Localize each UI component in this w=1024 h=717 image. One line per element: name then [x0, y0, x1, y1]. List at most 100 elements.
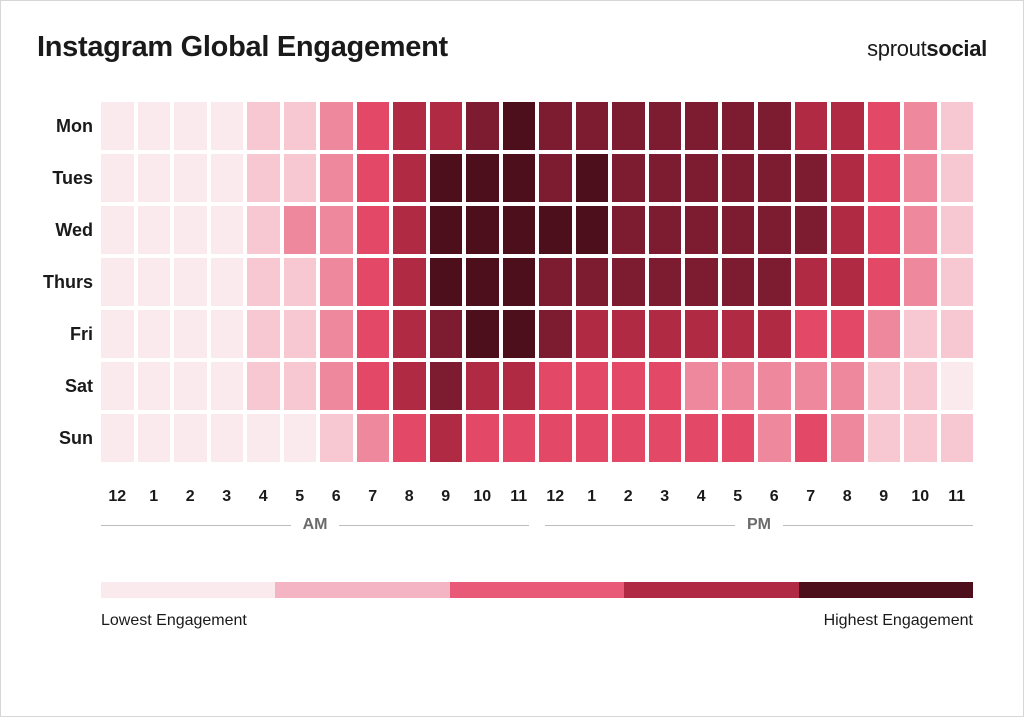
heatmap-cell: [612, 414, 645, 462]
heatmap-cell: [758, 414, 791, 462]
heatmap-cell: [795, 414, 828, 462]
heatmap-cell: [320, 102, 353, 150]
heatmap-cell: [685, 258, 718, 306]
heatmap-cell: [758, 154, 791, 202]
heatmap-cell: [904, 362, 937, 410]
heatmap-cell: [904, 206, 937, 254]
heatmap-row: Tues: [101, 154, 973, 202]
heatmap-cell: [466, 258, 499, 306]
heatmap-cell: [539, 102, 572, 150]
heatmap-cell: [138, 414, 171, 462]
heatmap-cell: [904, 310, 937, 358]
heatmap-cell: [284, 102, 317, 150]
heatmap-cell: [393, 102, 426, 150]
heatmap-row-cells: [101, 362, 973, 410]
period-line: [101, 525, 291, 526]
heatmap-cell: [831, 414, 864, 462]
hour-label: 2: [612, 488, 645, 506]
heatmap-cell: [430, 258, 463, 306]
heatmap-cell: [430, 154, 463, 202]
heatmap-cell: [831, 206, 864, 254]
heatmap-cell: [539, 258, 572, 306]
hour-label: 3: [211, 488, 244, 506]
period-label-pm: PM: [747, 516, 771, 534]
heatmap-cell: [357, 362, 390, 410]
heatmap-cell: [685, 102, 718, 150]
heatmap-cell: [284, 206, 317, 254]
heatmap-cell: [284, 310, 317, 358]
heatmap-cell: [211, 414, 244, 462]
heatmap-cell: [211, 362, 244, 410]
heatmap-cell: [393, 154, 426, 202]
heatmap-cell: [138, 258, 171, 306]
heatmap-cell: [722, 154, 755, 202]
heatmap-cell: [722, 414, 755, 462]
hour-label: 7: [357, 488, 390, 506]
heatmap-cell: [503, 414, 536, 462]
hour-label: 5: [722, 488, 755, 506]
heatmap-cell: [722, 206, 755, 254]
day-label: Mon: [31, 116, 93, 137]
heatmap-cell: [795, 206, 828, 254]
brand-logo: sproutsocial: [867, 36, 987, 62]
heatmap-cell: [758, 102, 791, 150]
period-pm: PM: [545, 516, 973, 534]
heatmap-row-cells: [101, 258, 973, 306]
heatmap-cell: [101, 206, 134, 254]
heatmap-cell: [138, 362, 171, 410]
heatmap-cell: [211, 154, 244, 202]
heatmap-row: Mon: [101, 102, 973, 150]
heatmap-cell: [904, 258, 937, 306]
heatmap-cell: [831, 310, 864, 358]
heatmap-cell: [466, 310, 499, 358]
heatmap-cell: [868, 414, 901, 462]
legend-low-label: Lowest Engagement: [101, 612, 247, 630]
legend-segment: [799, 582, 973, 598]
heatmap-cell: [722, 310, 755, 358]
period-line: [339, 525, 529, 526]
hour-label: 10: [466, 488, 499, 506]
heatmap-cell: [685, 154, 718, 202]
heatmap-cell: [357, 154, 390, 202]
heatmap-cell: [247, 154, 280, 202]
heatmap-row-cells: [101, 102, 973, 150]
heatmap-cell: [503, 258, 536, 306]
heatmap-rows: MonTuesWedThursFriSatSun: [101, 102, 973, 462]
heatmap-cell: [430, 206, 463, 254]
day-label: Wed: [31, 220, 93, 241]
legend-bar: [101, 582, 973, 598]
heatmap-cell: [941, 102, 974, 150]
heatmap-cell: [685, 362, 718, 410]
heatmap-cell: [831, 258, 864, 306]
period-label-am: AM: [303, 516, 328, 534]
heatmap-row: Wed: [101, 206, 973, 254]
heatmap-cell: [649, 154, 682, 202]
heatmap-cell: [576, 414, 609, 462]
heatmap-cell: [430, 362, 463, 410]
heatmap-cell: [393, 414, 426, 462]
heatmap-cell: [466, 206, 499, 254]
heatmap-cell: [284, 154, 317, 202]
heatmap-cell: [941, 206, 974, 254]
chart-card: Instagram Global Engagement sproutsocial…: [0, 0, 1024, 717]
heatmap-cell: [795, 258, 828, 306]
heatmap-cell: [576, 102, 609, 150]
heatmap-cell: [685, 206, 718, 254]
heatmap-cell: [722, 102, 755, 150]
hour-label: 10: [904, 488, 937, 506]
heatmap-cell: [320, 206, 353, 254]
heatmap-row-cells: [101, 414, 973, 462]
heatmap-cell: [174, 414, 207, 462]
heatmap-cell: [357, 310, 390, 358]
heatmap-cell: [758, 206, 791, 254]
heatmap-cell: [685, 310, 718, 358]
hour-label: 8: [393, 488, 426, 506]
legend-segment: [275, 582, 449, 598]
heatmap-cell: [247, 362, 280, 410]
heatmap-cell: [868, 102, 901, 150]
heatmap-cell: [795, 102, 828, 150]
heatmap-cell: [758, 258, 791, 306]
chart-title: Instagram Global Engagement: [37, 31, 448, 64]
heatmap-cell: [649, 310, 682, 358]
heatmap-cell: [393, 258, 426, 306]
